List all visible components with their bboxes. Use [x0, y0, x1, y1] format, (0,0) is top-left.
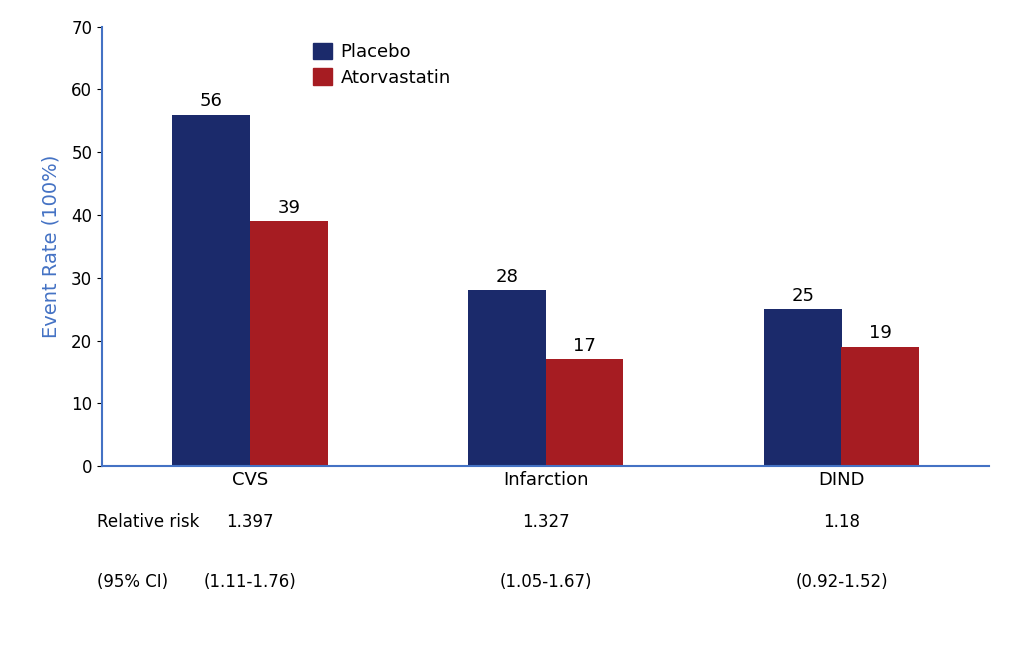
- Text: 1.327: 1.327: [522, 513, 569, 531]
- Text: (95% CI): (95% CI): [97, 573, 168, 591]
- Bar: [763, 309, 841, 466]
- Legend: Placebo, Atorvastatin: Placebo, Atorvastatin: [306, 36, 458, 94]
- Text: 1.18: 1.18: [822, 513, 859, 531]
- Text: 1.397: 1.397: [226, 513, 273, 531]
- Bar: [468, 290, 545, 466]
- Text: (1.05-1.67): (1.05-1.67): [499, 573, 591, 591]
- Bar: [841, 347, 918, 466]
- Y-axis label: Event Rate (100%): Event Rate (100%): [41, 155, 60, 338]
- Text: (1.11-1.76): (1.11-1.76): [204, 573, 296, 591]
- Text: 17: 17: [573, 337, 595, 355]
- Text: 28: 28: [495, 268, 518, 286]
- Text: Relative risk: Relative risk: [97, 513, 199, 531]
- Bar: [545, 360, 623, 466]
- Text: 56: 56: [200, 92, 222, 110]
- Bar: [250, 221, 327, 466]
- Bar: [172, 115, 250, 466]
- Text: (0.92-1.52): (0.92-1.52): [795, 573, 887, 591]
- Text: 39: 39: [277, 199, 300, 217]
- Text: 19: 19: [868, 324, 891, 342]
- Text: 25: 25: [791, 287, 813, 305]
